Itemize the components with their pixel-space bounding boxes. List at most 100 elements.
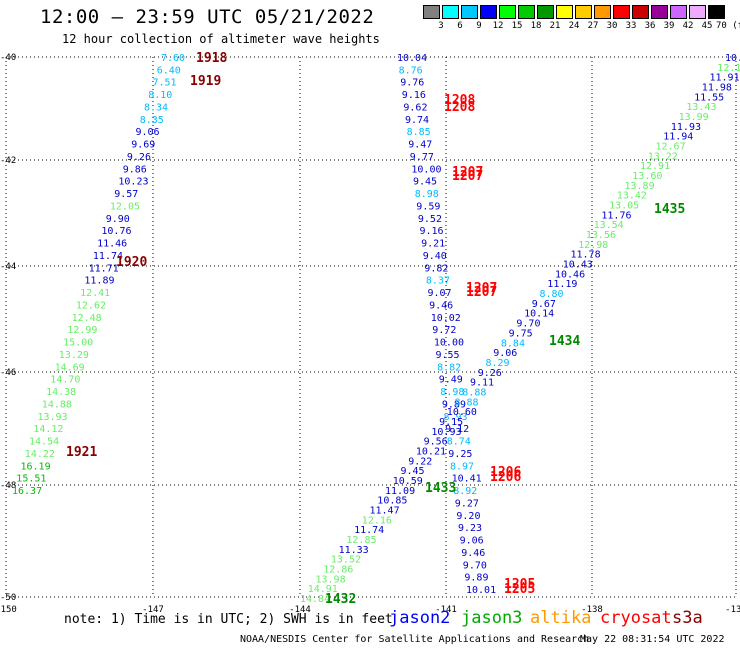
wave-height-value: 10.04 [397, 53, 427, 64]
lon-tick-label: -150 [0, 605, 17, 615]
scale-label: 42 [682, 21, 694, 31]
wave-height-value: 13.98 [316, 574, 346, 585]
lat-tick-label: -42 [0, 156, 16, 166]
lat-tick-label: -40 [0, 53, 16, 63]
wave-height-value: 11.74 [354, 525, 384, 536]
pass-time-label: 1918 [196, 51, 227, 66]
wave-height-value: 11.55 [694, 92, 724, 103]
pass-time-label: 1920 [116, 255, 147, 270]
scale-label: 45 [701, 21, 713, 31]
scale-label: 33 [625, 21, 637, 31]
wave-height-value: 12.1 [717, 63, 740, 74]
pass-time-label: 1208 [444, 100, 475, 115]
wave-height-value: 12.98 [578, 240, 608, 251]
wave-height-value: 10.21 [416, 447, 446, 458]
wave-height-value: 11.19 [547, 279, 577, 290]
wave-height-value: 10.00 [411, 164, 441, 175]
wave-height-value: 9.77 [410, 152, 434, 163]
wave-height-value: 9.89 [464, 573, 488, 584]
footer-timestamp: May 22 08:31:54 UTC 2022 [580, 634, 725, 645]
wave-height-value: 12.05 [110, 202, 140, 213]
wave-height-value: 12.85 [346, 535, 376, 546]
map-subtitle: 12 hour collection of altimeter wave hei… [62, 32, 380, 46]
scale-label: 27 [587, 21, 599, 31]
scale-label: 24 [568, 21, 580, 31]
lon-tick-label: -141 [435, 605, 457, 615]
wave-height-value: 10.59 [393, 476, 423, 487]
wave-height-value: 10.43 [563, 260, 593, 271]
wave-height-value: 13.89 [625, 181, 655, 192]
lat-tick-label: -44 [0, 262, 16, 272]
satellite-legend-s3a: s3a [672, 608, 703, 628]
wave-height-value: 9.75 [509, 328, 533, 339]
scale-swatch [461, 5, 478, 19]
wave-height-value: 9.59 [416, 202, 440, 213]
wave-height-value: 9.49 [439, 375, 463, 386]
wave-height-value: 8.82 [437, 362, 461, 373]
wave-height-value: 9.25 [448, 449, 472, 460]
scale-label: 15 [511, 21, 523, 31]
wave-height-value: 15.51 [16, 474, 46, 485]
wave-height-value: 8.84 [501, 338, 525, 349]
pass-time-label: 1205 [504, 582, 535, 597]
wave-height-value: 12.16 [362, 515, 392, 526]
wave-height-value: 8.98 [415, 189, 439, 200]
wave-height-value: 9.11 [470, 378, 494, 389]
wave-height-value: 10.02 [431, 313, 461, 324]
wave-height-value: 11.71 [89, 263, 119, 274]
wave-height-value: 14.91 [308, 584, 338, 595]
wave-height-value: 13.22 [648, 151, 678, 162]
scale-label: 21 [549, 21, 561, 31]
wave-height-value: 10.76 [101, 226, 131, 237]
wave-height-value: 9.45 [413, 177, 437, 188]
wave-height-value: 14.38 [46, 387, 76, 398]
wave-height-value: 8.85 [407, 127, 431, 138]
wave-height-value: 9.90 [106, 214, 130, 225]
wave-height-value: 10.01 [466, 585, 496, 596]
scale-label: 39 [663, 21, 675, 31]
wave-height-value: 12.48 [72, 313, 102, 324]
scale-swatch [594, 5, 611, 19]
pass-time-label: 1207 [466, 281, 497, 296]
wave-height-value: 9.47 [408, 140, 432, 151]
wave-height-value: 12.67 [656, 142, 686, 153]
scale-swatch [575, 5, 592, 19]
wave-height-value: 11.78 [571, 250, 601, 261]
wave-height-value: 9.21 [421, 239, 445, 250]
scale-swatch [708, 5, 725, 19]
scale-swatch [632, 5, 649, 19]
lon-tick-label: -147 [142, 605, 164, 615]
pass-time-label: 1433 [425, 481, 456, 496]
scale-swatch [423, 5, 440, 19]
lon-tick-label: -138 [581, 605, 603, 615]
wave-height-value: 9.06 [460, 536, 484, 547]
wave-height-value: 9.45 [401, 466, 425, 477]
wave-height-value: 9.69 [131, 140, 155, 151]
wave-height-value: 9.62 [403, 103, 427, 114]
wave-height-value: 8.37 [426, 276, 450, 287]
pass-time-label: 1208 [444, 93, 475, 108]
wave-height-value: 10.23 [118, 177, 148, 188]
wave-height-value: 11.09 [385, 486, 415, 497]
pass-time-label: 1205 [504, 577, 535, 592]
wave-height-value: 9.27 [455, 498, 479, 509]
wave-height-value: 9.06 [493, 348, 517, 359]
wave-height-value: 15.00 [63, 338, 93, 349]
wave-height-value: 14.70 [50, 375, 80, 386]
wave-height-value: 11.76 [601, 210, 631, 221]
wave-height-value: 8.80 [540, 289, 564, 300]
pass-time-label: 1206 [490, 470, 521, 485]
scale-swatch [670, 5, 687, 19]
wave-height-value: 9.23 [458, 523, 482, 534]
wave-height-value: 10.41 [452, 474, 482, 485]
wave-height-value: 11.74 [93, 251, 123, 262]
wave-height-value: 10.46 [555, 269, 585, 280]
pass-time-label: 1207 [452, 169, 483, 184]
wave-height-value: 9.67 [532, 299, 556, 310]
wave-height-value: 8.35 [140, 115, 164, 126]
wave-height-value: 12.91 [640, 161, 670, 172]
pass-time-label: 1434 [549, 334, 580, 349]
scale-swatch [689, 5, 706, 19]
wave-height-value: 14.12 [33, 424, 63, 435]
